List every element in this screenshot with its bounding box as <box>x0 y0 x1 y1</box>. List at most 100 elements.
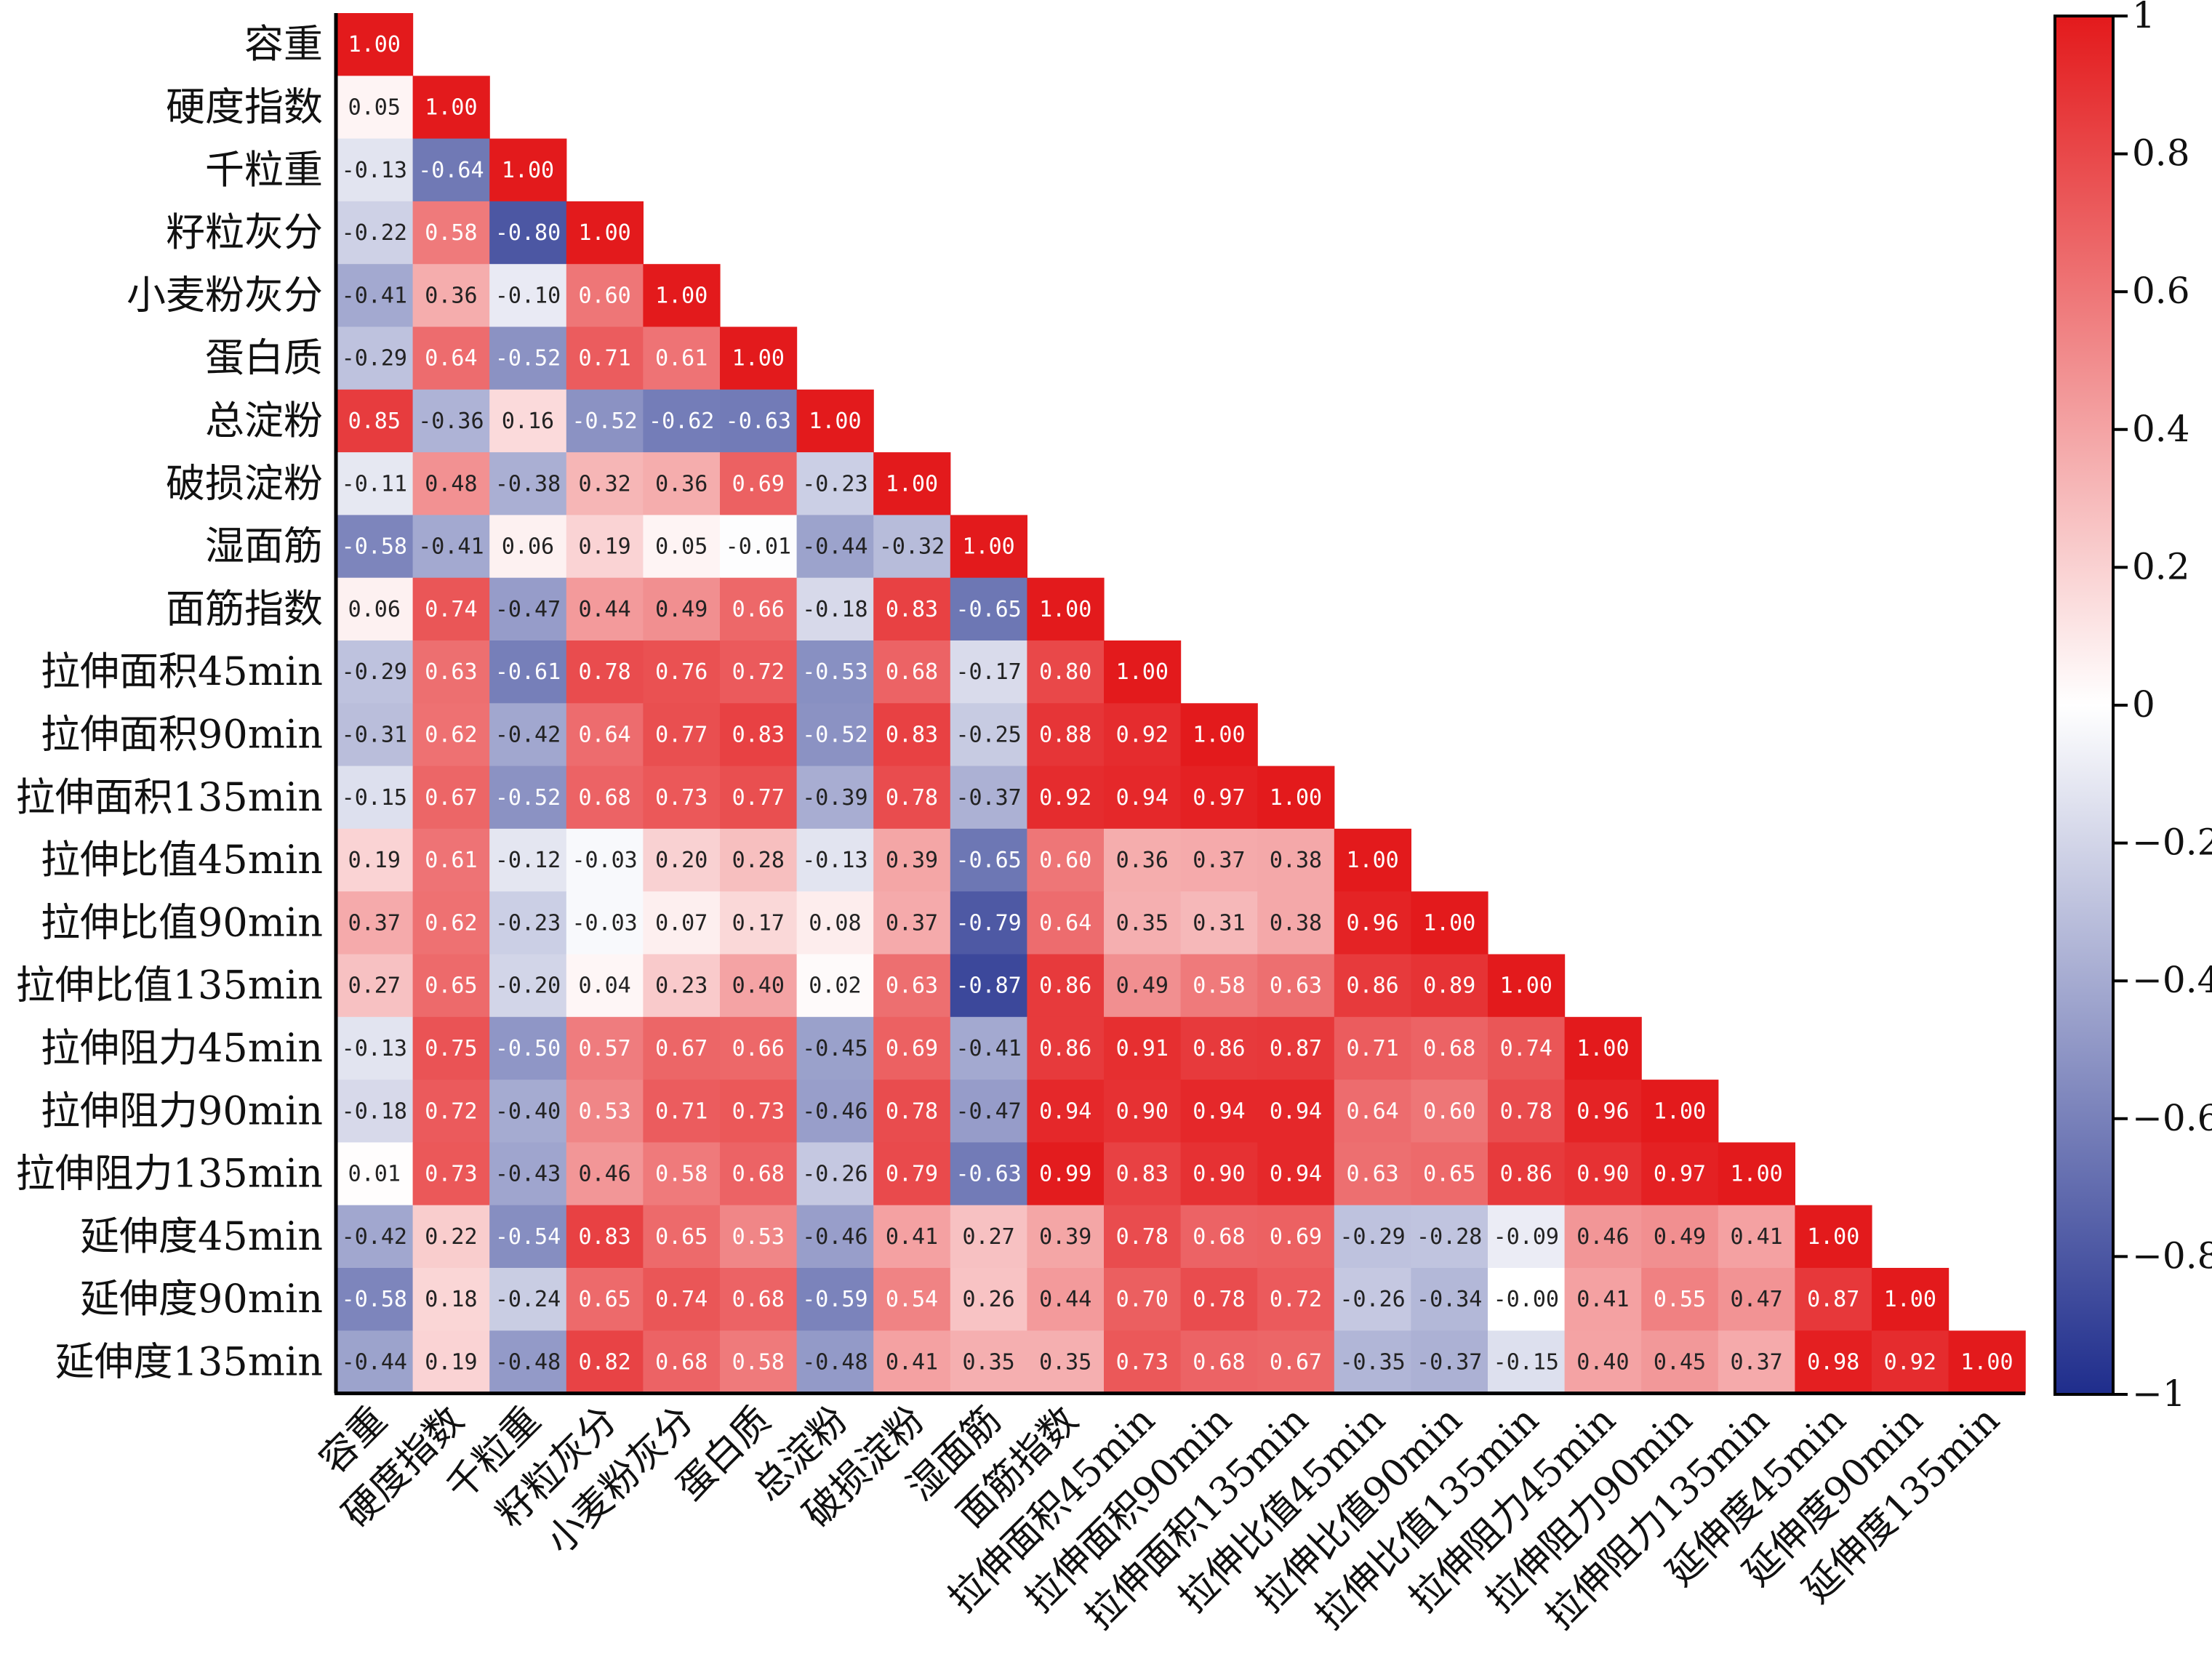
cell-value-label: 0.41 <box>886 1224 938 1250</box>
heatmap-cell <box>1795 1268 1872 1331</box>
heatmap-cell <box>336 13 414 76</box>
cell-value-label: 0.35 <box>1039 1349 1091 1375</box>
cell-value-label: 0.53 <box>578 1098 630 1124</box>
heatmap-cell <box>950 640 1027 704</box>
heatmap-cell <box>643 1142 721 1206</box>
heatmap-cell <box>1641 1142 1719 1206</box>
heatmap-cell <box>489 828 567 892</box>
heatmap-cell <box>950 1205 1027 1269</box>
cell-value-label: 0.86 <box>1346 973 1398 999</box>
cell-value-label: -0.46 <box>802 1224 867 1250</box>
heatmap-cell <box>336 1080 414 1143</box>
heatmap-cell <box>1104 1080 1182 1143</box>
heatmap-cell <box>566 326 644 390</box>
cell-value-label: 0.77 <box>732 785 785 811</box>
cell-value-label: -0.42 <box>495 722 561 747</box>
cell-value-label: 0.05 <box>348 95 401 120</box>
cell-value-label: 0.63 <box>886 973 938 999</box>
heatmap-cell <box>950 1016 1027 1080</box>
cell-value-label: 0.76 <box>655 659 708 685</box>
heatmap-cell <box>1180 1016 1258 1080</box>
cell-value-label: 0.73 <box>732 1098 785 1124</box>
cell-value-label: 0.41 <box>1730 1224 1782 1250</box>
heatmap-cell <box>566 766 644 830</box>
cell-value-label: 0.36 <box>1116 848 1169 873</box>
heatmap-cell <box>643 577 721 641</box>
heatmap-cell <box>796 452 874 515</box>
heatmap-cell <box>720 389 798 453</box>
heatmap-cell <box>1257 766 1335 830</box>
cell-value-label: 0.35 <box>962 1349 1014 1375</box>
row-label: 容重 <box>244 21 323 67</box>
heatmap-cell <box>950 891 1027 955</box>
cell-value-label: 0.94 <box>1116 785 1169 811</box>
cell-value-label: 1.00 <box>886 471 938 497</box>
heatmap-cell <box>643 891 721 955</box>
cell-value-label: 0.65 <box>425 973 477 999</box>
heatmap-cell <box>796 577 874 641</box>
heatmap-cell <box>643 389 721 453</box>
cell-value-label: -0.53 <box>802 659 867 685</box>
heatmap-cell <box>873 452 951 515</box>
heatmap-cell <box>1641 1205 1719 1269</box>
cell-value-label: 0.69 <box>886 1036 938 1061</box>
cell-value-label: -0.41 <box>955 1036 1021 1061</box>
heatmap-cell <box>796 1142 874 1206</box>
heatmap-cell <box>566 264 644 328</box>
cell-value-label: -0.63 <box>726 409 791 434</box>
heatmap-cell <box>1104 1330 1182 1394</box>
cell-value-label: 0.48 <box>425 471 477 497</box>
cell-value-label: 0.73 <box>425 1162 477 1187</box>
heatmap-cell <box>1104 828 1182 892</box>
cell-value-label: 0.65 <box>578 1287 630 1312</box>
heatmap-cell <box>796 703 874 767</box>
cell-value-label: 0.57 <box>578 1036 630 1061</box>
heatmap-cell <box>950 1268 1027 1331</box>
cell-value-label: 0.94 <box>1039 1098 1091 1124</box>
cell-value-label: 0.44 <box>578 597 630 622</box>
cell-value-label: -0.22 <box>342 220 407 246</box>
cell-value-label: 1.00 <box>348 32 401 57</box>
cell-value-label: 0.64 <box>578 722 630 747</box>
heatmap-cell <box>1718 1142 1795 1206</box>
cell-value-label: 0.53 <box>732 1224 785 1250</box>
cell-value-label: -0.31 <box>342 722 407 747</box>
heatmap-cell <box>1180 1205 1258 1269</box>
heatmap-cell <box>873 766 951 830</box>
cell-value-label: -0.13 <box>342 1036 407 1061</box>
cell-value-label: 0.60 <box>1423 1098 1475 1124</box>
cell-value-label: 0.86 <box>1039 1036 1091 1061</box>
cell-value-label: -0.44 <box>802 534 867 560</box>
cell-value-label: -0.12 <box>495 848 561 873</box>
heatmap-cell <box>873 828 951 892</box>
cell-value-label: 0.07 <box>655 910 708 936</box>
heatmap-cell <box>336 703 414 767</box>
cell-value-label: 1.00 <box>1116 659 1169 685</box>
heatmap-cell <box>643 1080 721 1143</box>
cell-value-label: -0.11 <box>342 471 407 497</box>
heatmap-cell <box>412 891 490 955</box>
cell-value-label: 0.31 <box>1193 910 1245 936</box>
heatmap-cell <box>643 1268 721 1331</box>
cell-value-label: 0.73 <box>655 785 708 811</box>
heatmap-cell <box>873 954 951 1018</box>
cell-value-label: 0.35 <box>1116 910 1169 936</box>
colorbar-tick-label: −1 <box>2132 1373 2186 1415</box>
cell-value-label: -0.37 <box>955 785 1021 811</box>
heatmap-cell <box>336 264 414 328</box>
heatmap-cell <box>1180 1142 1258 1206</box>
heatmap-cell <box>1718 1330 1795 1394</box>
heatmap-cell <box>336 201 414 265</box>
heatmap-cell <box>873 1205 951 1269</box>
cell-value-label: 0.97 <box>1193 785 1245 811</box>
heatmap-cell <box>412 1330 490 1394</box>
cell-value-label: 0.69 <box>1270 1224 1322 1250</box>
heatmap-cell <box>643 515 721 579</box>
cell-value-label: 1.00 <box>732 346 785 371</box>
cell-value-label: 0.83 <box>886 722 938 747</box>
heatmap-cell <box>412 577 490 641</box>
cell-value-label: 0.62 <box>425 722 477 747</box>
cell-value-label: 1.00 <box>1500 973 1552 999</box>
cell-value-label: 0.28 <box>732 848 785 873</box>
cell-value-label: 0.78 <box>1500 1098 1552 1124</box>
